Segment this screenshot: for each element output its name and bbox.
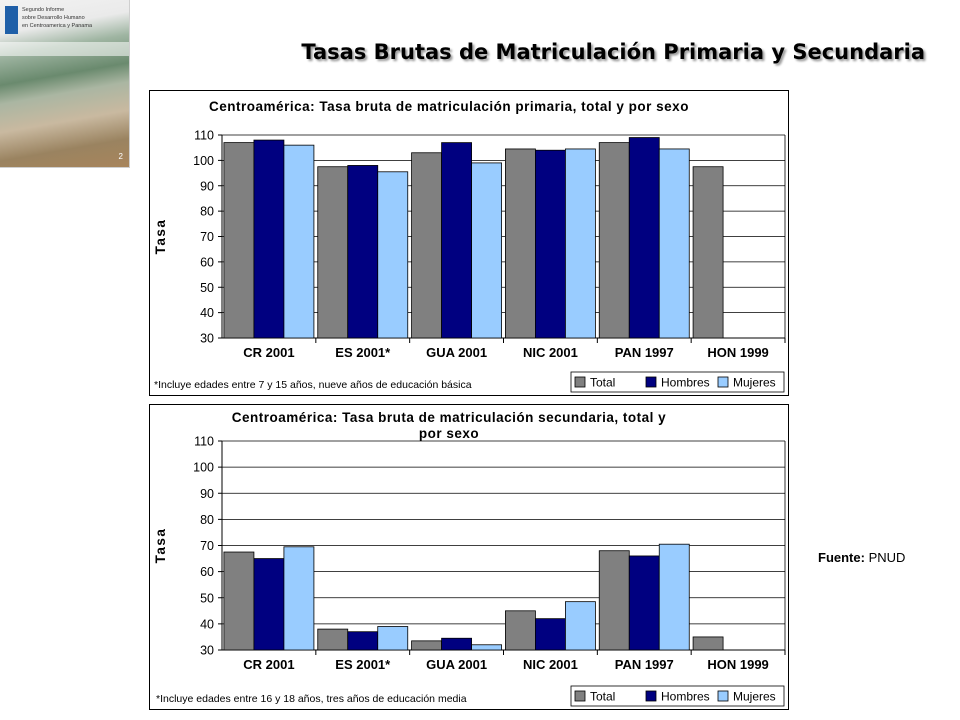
bar-total [505,610,536,651]
bar-total [317,628,349,651]
y-tick-label: 40 [200,306,214,320]
bar-mujeres [565,148,596,339]
y-tick-label: 90 [200,179,214,193]
bar-mujeres [377,626,409,651]
legend-label: Mujeres [733,690,776,704]
bar-hombres [441,637,472,651]
y-tick-label: 50 [200,591,214,605]
bar-mujeres [283,144,315,339]
x-tick-label: ES 2001* [335,657,391,672]
bar-mujeres [377,171,409,339]
bar-mujeres [471,644,502,651]
undp-logo [5,6,18,34]
y-axis-label: Tasa [153,528,168,564]
primary-enrollment-chart: Centroamérica: Tasa bruta de matriculaci… [149,90,789,396]
y-tick-label: 110 [194,129,214,143]
bar-total [692,636,724,651]
x-tick-label: PAN 1997 [615,657,674,672]
legend-label: Total [590,376,615,390]
bar-total [505,148,536,339]
bar-total [223,551,255,651]
bar-hombres [253,139,285,339]
legend-box [570,685,785,707]
y-tick-label: 30 [200,644,214,658]
y-tick-label: 100 [193,461,214,475]
bar-hombres [535,149,566,339]
y-tick-label: 30 [200,332,214,346]
bar-total [598,142,630,339]
x-tick-label: GUA 2001 [426,345,487,360]
y-tick-label: 110 [194,435,214,449]
legend-swatch-mujeres [717,376,729,388]
chart-title: por sexo [419,426,479,441]
cover-text-line: sobre Desarrollo Humano [22,15,85,21]
y-tick-label: 50 [200,281,214,295]
bar-mujeres [565,601,596,651]
legend-label: Total [590,690,615,704]
source-label: Fuente: [818,550,865,565]
source-note: Fuente: PNUD [818,550,905,565]
legend-box [570,371,785,393]
x-tick-label: CR 2001 [243,657,294,672]
y-tick-label: 100 [193,154,214,168]
bar-hombres [347,165,379,339]
y-tick-label: 90 [200,487,214,501]
bar-mujeres [283,546,315,651]
chart-footnote: *Incluye edades entre 7 y 15 años, nueve… [154,379,472,391]
bar-total [223,142,255,339]
x-tick-label: NIC 2001 [523,657,578,672]
x-tick-label: GUA 2001 [426,657,487,672]
bar-total [317,166,349,339]
x-tick-label: PAN 1997 [615,345,674,360]
y-axis-label: Tasa [153,219,168,255]
cover-text-line: Segundo Informe [22,7,65,13]
cover-page-number: 2 [118,152,123,161]
x-tick-label: HON 1999 [707,657,768,672]
legend-swatch-mujeres [717,690,729,702]
bar-hombres [628,555,660,651]
bar-total [692,166,724,339]
legend-swatch-total [574,690,586,702]
x-tick-label: ES 2001* [335,345,391,360]
legend-label: Hombres [661,376,710,390]
x-tick-label: CR 2001 [243,345,294,360]
y-tick-label: 40 [200,617,214,631]
y-tick-label: 60 [200,565,214,579]
cover-band [0,42,129,56]
bar-hombres [441,142,472,339]
x-tick-label: NIC 2001 [523,345,578,360]
y-tick-label: 80 [200,513,214,527]
cover-text-line: en Centroamerica y Panama [22,23,93,29]
chart-footnote: *Incluye edades entre 16 y 18 años, tres… [156,693,467,705]
x-tick-label: HON 1999 [707,345,768,360]
bar-total [411,640,442,651]
chart-title: Centroamérica: Tasa bruta de matriculaci… [209,99,689,114]
secondary-enrollment-chart: Centroamérica: Tasa bruta de matriculaci… [149,404,789,710]
bar-hombres [253,558,285,651]
chart-title: Centroamérica: Tasa bruta de matriculaci… [232,410,666,425]
bar-mujeres [471,162,502,339]
legend-swatch-total [574,376,586,388]
legend-swatch-hombres [645,376,657,388]
report-cover-image: Segundo Informe sobre Desarrollo Humano … [0,0,130,168]
legend-label: Hombres [661,690,710,704]
source-value: PNUD [868,550,906,565]
bar-hombres [347,631,379,651]
y-tick-label: 70 [200,230,214,244]
legend-label: Mujeres [733,376,776,390]
bar-mujeres [658,543,690,651]
bar-total [411,152,442,339]
bar-mujeres [658,148,690,339]
y-tick-label: 70 [200,539,214,553]
bar-total [598,550,630,651]
legend-swatch-hombres [645,690,657,702]
y-tick-label: 60 [200,255,214,269]
slide-title: Tasas Brutas de Matriculación Primaria y… [301,40,925,64]
bar-hombres [628,137,660,339]
bar-hombres [535,618,566,651]
y-tick-label: 80 [200,205,214,219]
